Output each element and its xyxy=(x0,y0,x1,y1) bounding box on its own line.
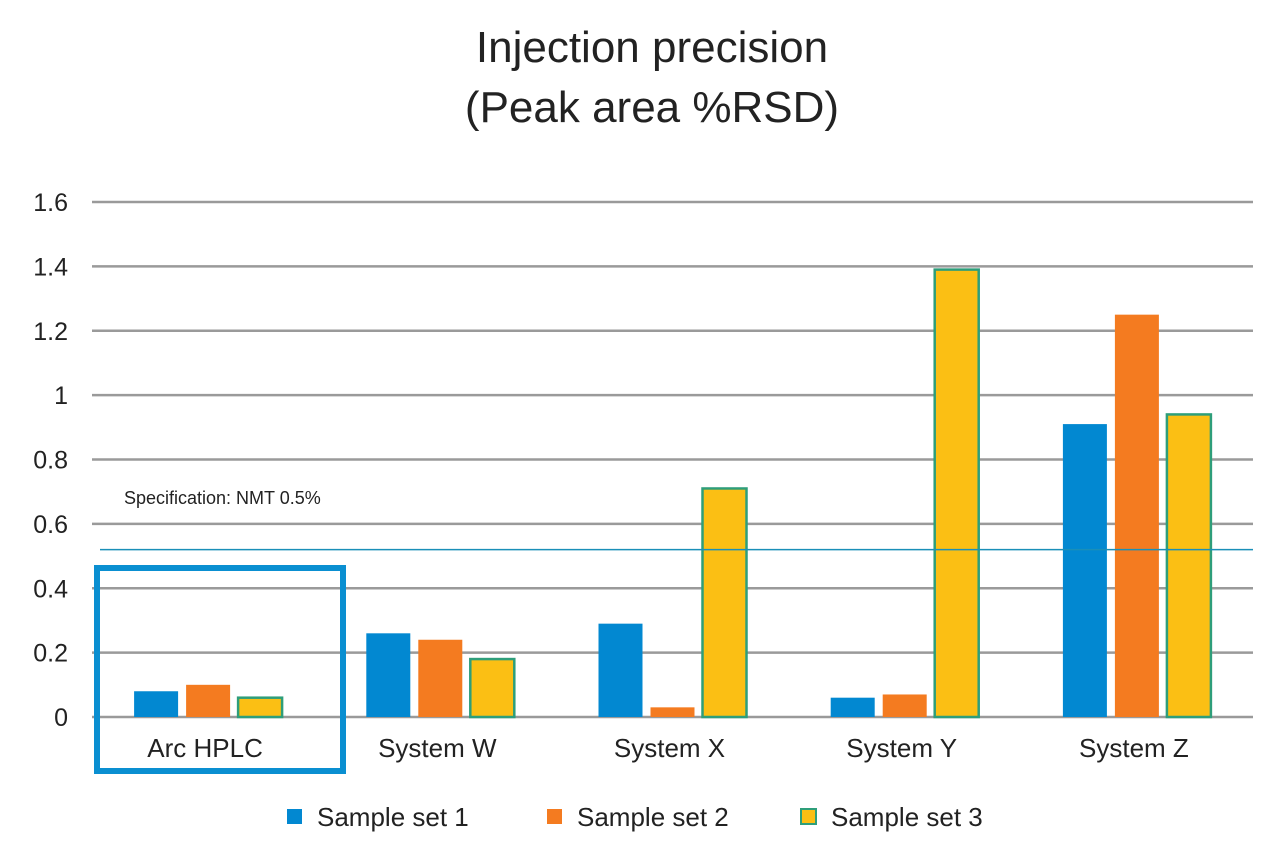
legend-label: Sample set 1 xyxy=(317,802,469,832)
legend-swatch xyxy=(547,809,562,824)
y-tick-label: 0.2 xyxy=(33,640,68,668)
bar-sample-set-2 xyxy=(1114,314,1159,717)
bar-sample-set-3 xyxy=(469,657,516,719)
bar-sample-set-2 xyxy=(650,707,695,717)
bar-sample-set-1 xyxy=(830,697,875,717)
legend-label: Sample set 3 xyxy=(831,802,983,832)
bar-sample-set-2 xyxy=(418,639,463,717)
y-tick-label: 1.4 xyxy=(33,253,68,281)
highlight-box xyxy=(94,565,346,774)
bar-sample-set-3 xyxy=(1165,413,1213,719)
bar-sample-set-2 xyxy=(882,694,927,717)
legend-label: Sample set 2 xyxy=(577,802,729,832)
y-tick-label: 0.4 xyxy=(33,575,68,603)
x-tick-label: System X xyxy=(614,733,725,763)
x-tick-label: System W xyxy=(378,733,497,763)
y-tick-label: 0 xyxy=(54,704,68,732)
legend-swatch xyxy=(287,809,302,824)
bar-sample-set-3 xyxy=(701,487,748,719)
bar-sample-set-2 xyxy=(186,684,231,717)
legend-swatch xyxy=(800,808,817,825)
chart-title-line-1: Injection precision xyxy=(476,23,828,72)
bar-sample-set-1 xyxy=(366,633,411,717)
chart-title-line-2: (Peak area %RSD) xyxy=(465,83,839,132)
y-tick-label: 1.6 xyxy=(33,189,68,217)
bar-sample-set-1 xyxy=(134,691,179,717)
bar-sample-set-1 xyxy=(598,623,643,717)
bar-sample-set-1 xyxy=(1062,424,1107,717)
x-tick-label: System Y xyxy=(846,733,957,763)
y-tick-label: 1.2 xyxy=(33,318,68,346)
x-tick-label: System Z xyxy=(1079,733,1189,763)
bar-sample-set-3 xyxy=(236,696,284,719)
y-tick-label: 0.6 xyxy=(33,511,68,539)
bar-sample-set-3 xyxy=(933,268,980,719)
y-tick-label: 0.8 xyxy=(33,447,68,475)
specification-label: Specification: NMT 0.5% xyxy=(124,488,321,508)
y-tick-label: 1 xyxy=(54,382,68,410)
x-tick-label: Arc HPLC xyxy=(147,733,263,763)
